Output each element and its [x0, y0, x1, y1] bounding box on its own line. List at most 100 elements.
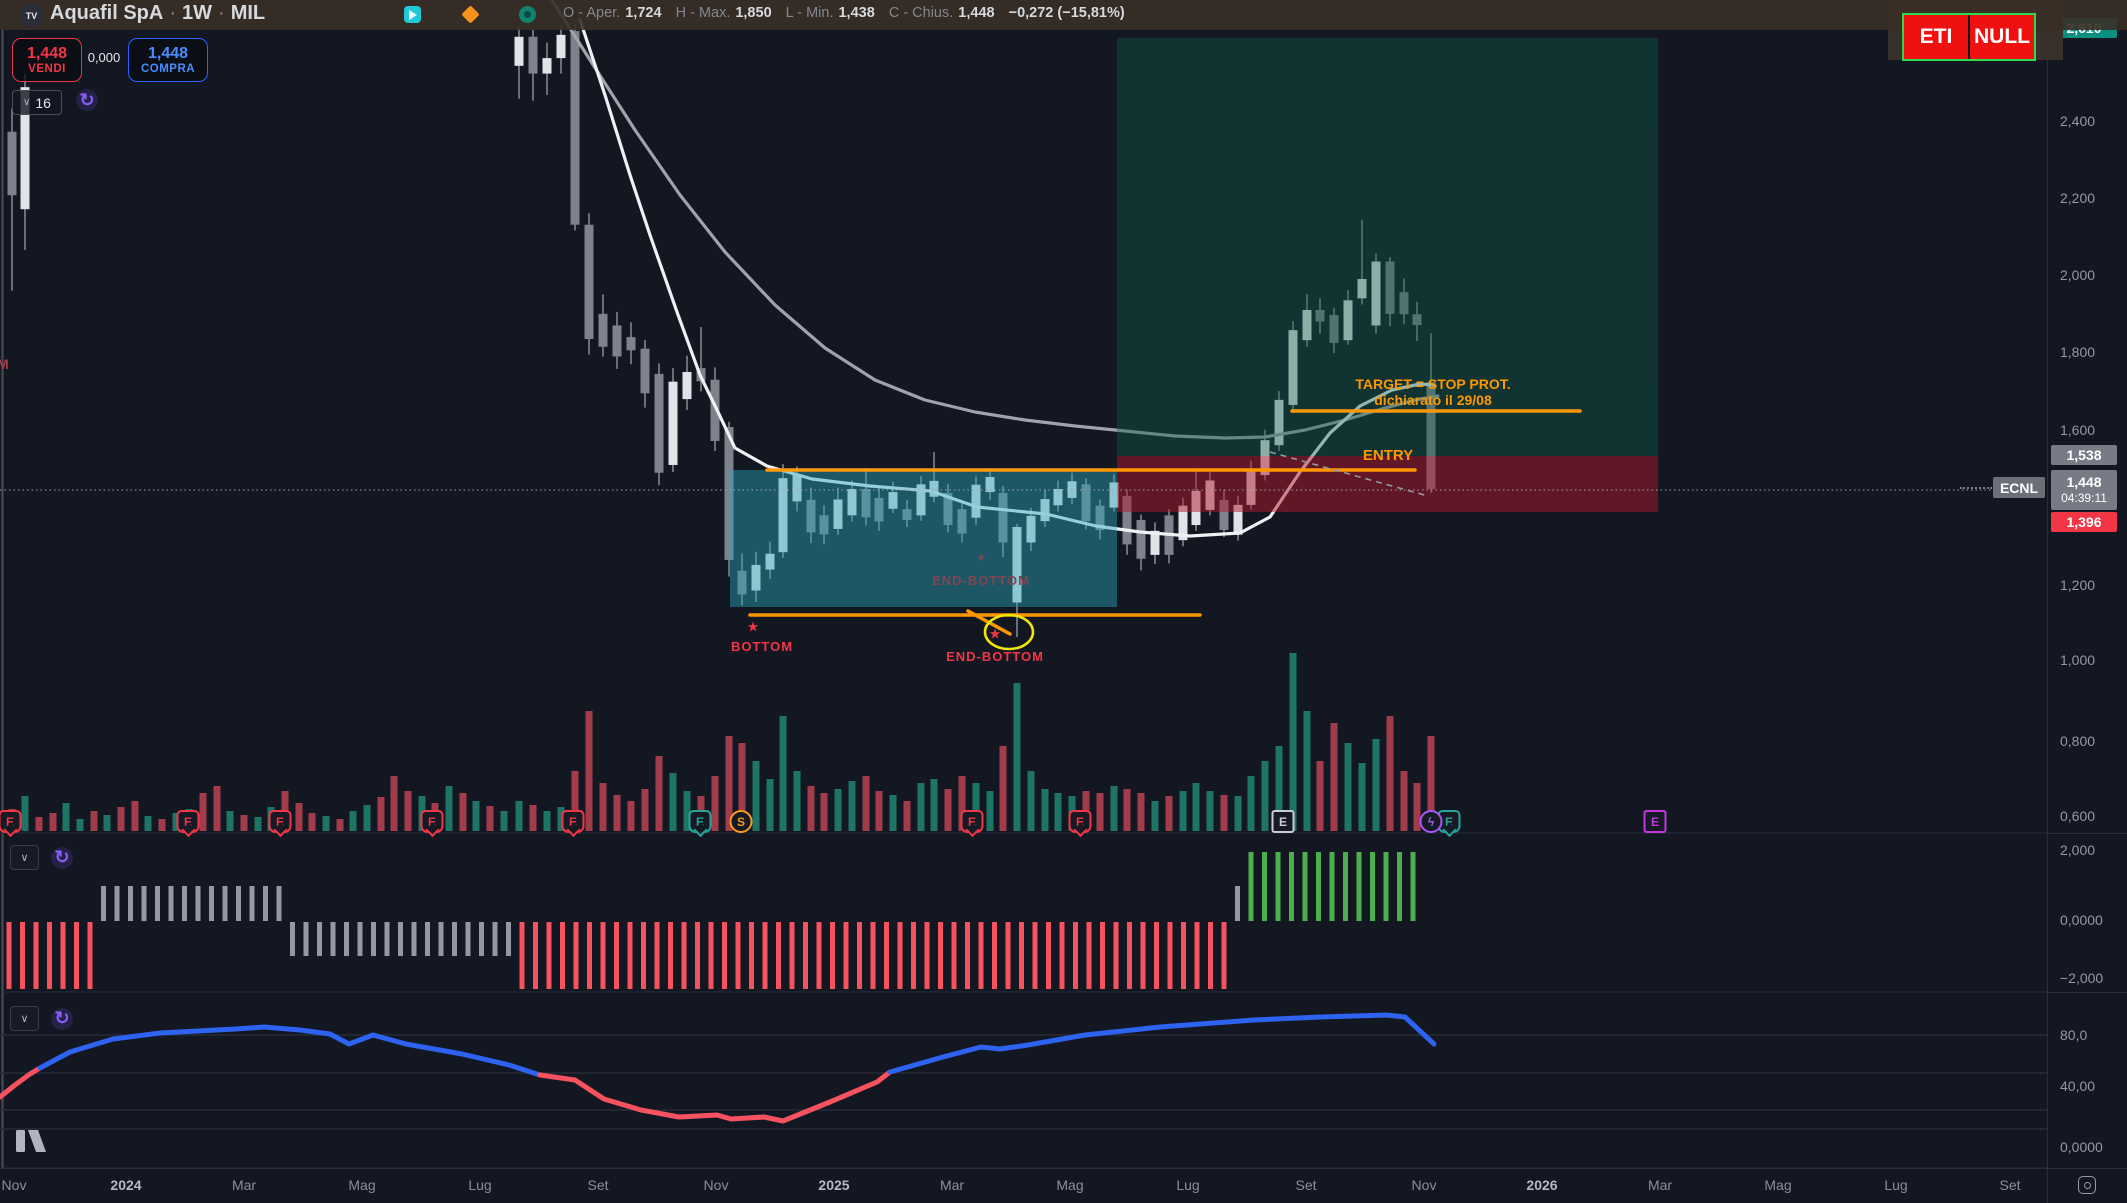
- time-axis-year-label: 2024: [110, 1177, 142, 1193]
- volume-bar: [930, 779, 938, 831]
- histogram-bar: [897, 922, 903, 989]
- candle-body: [612, 325, 622, 357]
- separator: ·: [169, 2, 177, 24]
- event-marker-e[interactable]: E: [1643, 810, 1667, 833]
- histogram-bar: [330, 922, 336, 956]
- tradingview-logo[interactable]: [16, 1128, 52, 1159]
- histogram-bar: [1086, 922, 1092, 989]
- histogram-bar: [290, 922, 295, 956]
- histogram-bar: [951, 922, 957, 989]
- candle-body: [710, 379, 720, 441]
- buy-button[interactable]: 1,448 COMPRA: [128, 38, 208, 82]
- volume-bar: [862, 776, 870, 831]
- event-marker-e[interactable]: E: [268, 810, 292, 838]
- candle-body: [1426, 382, 1436, 489]
- pane2-refresh-icon[interactable]: ↻: [51, 846, 73, 869]
- sell-button[interactable]: 1,448 VENDI: [12, 38, 82, 82]
- candle-body: [668, 381, 678, 465]
- quantity-stepper[interactable]: ∨ 16: [12, 90, 62, 115]
- status-dot-icon[interactable]: [519, 6, 536, 23]
- histogram-bar: [87, 922, 93, 989]
- volume-bar: [1165, 796, 1173, 831]
- time-axis-month-label: Nov: [1, 1177, 27, 1193]
- accumulation-range-box: [730, 470, 1117, 607]
- event-marker-e[interactable]: E: [176, 810, 200, 838]
- histogram-bar: [357, 922, 363, 956]
- event-marker-e[interactable]: E: [561, 810, 585, 838]
- close-label: C - Chius.: [888, 5, 954, 21]
- feed-badge: ECNL: [1993, 477, 2045, 498]
- event-marker-e[interactable]: E: [420, 810, 444, 838]
- flag-icon[interactable]: [404, 6, 421, 23]
- candle-body: [1371, 261, 1381, 326]
- histogram-bar: [938, 922, 943, 989]
- low-value: 1,438: [838, 5, 875, 21]
- symbol-exchange: MIL: [230, 2, 266, 24]
- bottom-label[interactable]: BOTTOM: [730, 639, 794, 654]
- buy-label: COMPRA: [140, 63, 196, 75]
- time-axis[interactable]: Nov 2024 Mar Mag Lug Set Nov 2025 Mar Mag Lug Set No…: [0, 1168, 2127, 1203]
- histogram-bar: [1275, 852, 1281, 921]
- bottom-star-icon: ★: [746, 618, 760, 635]
- event-marker-s[interactable]: S: [729, 810, 753, 833]
- time-axis-month-label: Mag: [1764, 1177, 1792, 1193]
- pane3-collapse-button[interactable]: ∨: [10, 1006, 39, 1031]
- histogram-bar: [843, 922, 849, 989]
- oscillator-line: [537, 1069, 893, 1124]
- event-marker-e[interactable]: E: [1271, 810, 1295, 833]
- histogram-bar: [222, 886, 228, 921]
- volume-bar: [1013, 683, 1021, 831]
- histogram-bar: [236, 886, 241, 921]
- volume-bar: [834, 789, 842, 831]
- histogram-bar: [438, 922, 444, 956]
- event-marker-e[interactable]: E: [960, 810, 984, 838]
- pane3-refresh-icon[interactable]: ↻: [51, 1007, 73, 1030]
- event-marker-ϟ[interactable]: ϟ: [1419, 810, 1443, 833]
- null-button[interactable]: NULL: [1968, 15, 2034, 59]
- histogram-bar: [1194, 922, 1200, 989]
- candle-body: [1274, 399, 1284, 446]
- volume-bar: [1179, 791, 1187, 831]
- time-axis-month-label: Mag: [1056, 1177, 1084, 1193]
- histogram-bar: [762, 922, 768, 989]
- histogram-bar: [1410, 852, 1416, 921]
- ma-slow-line: [550, 0, 1440, 440]
- histogram-bar: [1113, 922, 1119, 989]
- volume-bar: [1247, 776, 1255, 831]
- target-label-line2[interactable]: dichiarato il 29/08: [1374, 392, 1492, 408]
- event-marker-e[interactable]: E: [0, 810, 22, 838]
- price-scale-tick: 0,0000: [2060, 912, 2103, 928]
- histogram-bar: [465, 922, 471, 956]
- event-marker-e[interactable]: E: [1068, 810, 1092, 838]
- histogram-bar: [600, 922, 606, 989]
- histogram-bar: [1235, 886, 1240, 921]
- histogram-bar: [722, 922, 727, 989]
- dashed-trend-line: [1269, 451, 1429, 497]
- refresh-icon[interactable]: ↻: [76, 89, 98, 111]
- volume-bar: [144, 816, 152, 831]
- end-bottom-label[interactable]: END-BOTTOM: [946, 649, 1044, 664]
- open-value: 1,724: [625, 5, 662, 21]
- separator: ·: [218, 2, 225, 24]
- last-price-countdown-badge: 1,448 04:39:11: [2051, 470, 2117, 510]
- histogram-bar: [533, 922, 538, 989]
- account-avatar[interactable]: TV: [20, 4, 43, 27]
- histogram-bar: [924, 922, 930, 989]
- volume-bar: [1427, 736, 1435, 831]
- gear-icon[interactable]: [2078, 1176, 2096, 1194]
- symbol-title[interactable]: Aquafil SpA · 1W · MIL: [50, 2, 265, 25]
- entry-label[interactable]: ENTRY: [1362, 447, 1414, 464]
- target-label-line1[interactable]: TARGET = STOP PROT.: [1355, 376, 1511, 392]
- volume-bar: [972, 783, 980, 831]
- histogram-bar: [614, 922, 619, 989]
- histogram-bar: [425, 922, 430, 956]
- axis-separator: [2047, 1169, 2048, 1203]
- pane2-collapse-button[interactable]: ∨: [10, 845, 39, 870]
- price-scale[interactable]: 2,400 2,200 2,000 1,800 1,600 1,200 1,000 0,800…: [2047, 0, 2127, 1203]
- eti-button[interactable]: ETI: [1904, 15, 1968, 59]
- event-marker-e[interactable]: E: [688, 810, 712, 838]
- candle-body: [542, 58, 552, 74]
- volume-bar: [1316, 761, 1324, 831]
- symbol-name: Aquafil SpA: [50, 2, 164, 24]
